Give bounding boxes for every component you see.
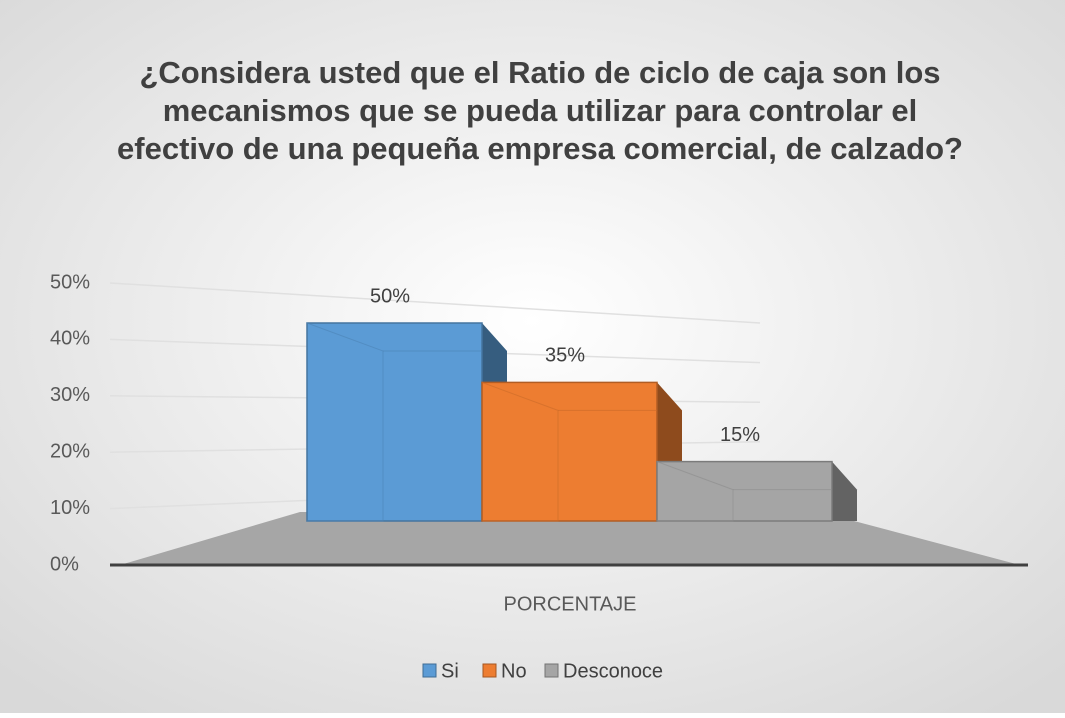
legend-swatch (544, 663, 559, 678)
grid-line (109, 282, 761, 324)
y-tick-label: 0% (50, 553, 79, 575)
data-label: 35% (545, 345, 585, 367)
data-label: 15% (720, 424, 760, 446)
y-tick-label: 30% (50, 384, 90, 406)
bar-inner (656, 461, 734, 522)
chart-title: ¿Considera usted que el Ratio de ciclo d… (117, 55, 963, 166)
legend-label: Si (441, 660, 459, 682)
y-tick-label: 20% (50, 440, 90, 462)
bar (306, 322, 483, 522)
x-tick-label: PORCENTAJE (504, 593, 637, 615)
y-tick-label: 50% (50, 271, 90, 293)
title-line: efectivo de una pequeña empresa comercia… (117, 131, 963, 166)
legend-swatch (422, 663, 437, 678)
bar-inner (481, 381, 559, 522)
floor (120, 512, 1020, 565)
bar-side (832, 461, 857, 521)
bar (481, 381, 658, 522)
legend-label: No (501, 660, 527, 682)
title-line: mecanismos que se pueda utilizar para co… (163, 93, 918, 128)
legend-swatch (482, 663, 497, 678)
title-line: ¿Considera usted que el Ratio de ciclo d… (139, 55, 940, 90)
y-tick-label: 10% (50, 497, 90, 519)
bar-inner (306, 322, 384, 522)
data-label: 50% (370, 285, 410, 307)
legend-label: Desconoce (563, 660, 663, 682)
bar (656, 460, 833, 522)
y-tick-label: 40% (50, 328, 90, 350)
